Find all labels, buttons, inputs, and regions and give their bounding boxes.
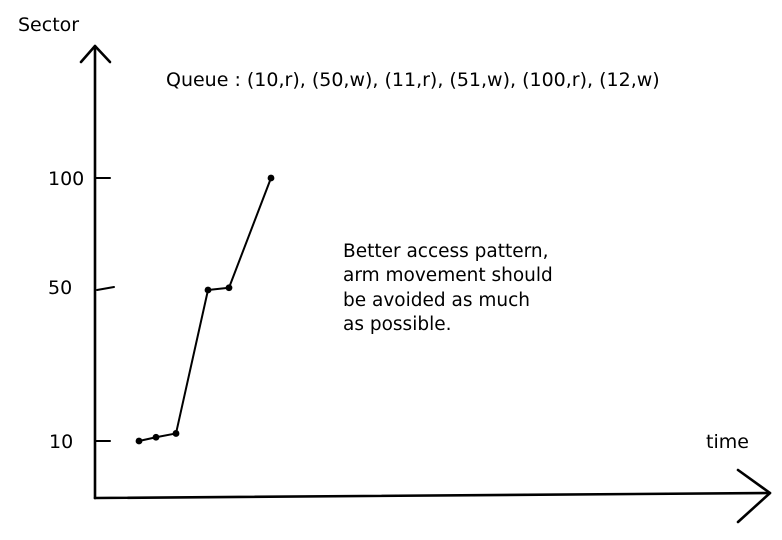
x-axis-title: time bbox=[706, 431, 749, 453]
note-annotation: Better access pattern, arm movement shou… bbox=[343, 241, 553, 335]
series-layer bbox=[135, 174, 275, 445]
axes bbox=[79, 44, 772, 524]
data-point bbox=[152, 433, 160, 441]
data-point bbox=[135, 437, 143, 445]
x-axis-line bbox=[93, 491, 772, 500]
note-line: as possible. bbox=[343, 314, 451, 335]
data-point bbox=[172, 430, 180, 437]
series-line bbox=[138, 177, 272, 442]
note-line: Better access pattern, bbox=[343, 241, 549, 262]
queue-annotation: Queue : (10,r), (50,w), (11,r), (51,w), … bbox=[166, 69, 660, 91]
y-tick-label-10: 10 bbox=[49, 431, 73, 453]
y-axis-arrowhead bbox=[79, 44, 112, 64]
y-tick-label-50: 50 bbox=[48, 277, 72, 299]
y-ticks bbox=[94, 177, 115, 442]
data-point bbox=[204, 286, 212, 294]
y-tick-mark-50 bbox=[96, 286, 115, 291]
data-point bbox=[225, 284, 233, 292]
note-line: arm movement should bbox=[343, 265, 553, 286]
data-point bbox=[267, 174, 275, 182]
y-axis-title: Sector bbox=[18, 14, 79, 36]
note-line: be avoided as much bbox=[343, 290, 530, 311]
x-axis-arrowhead bbox=[736, 468, 772, 524]
y-tick-label-100: 100 bbox=[48, 168, 84, 190]
